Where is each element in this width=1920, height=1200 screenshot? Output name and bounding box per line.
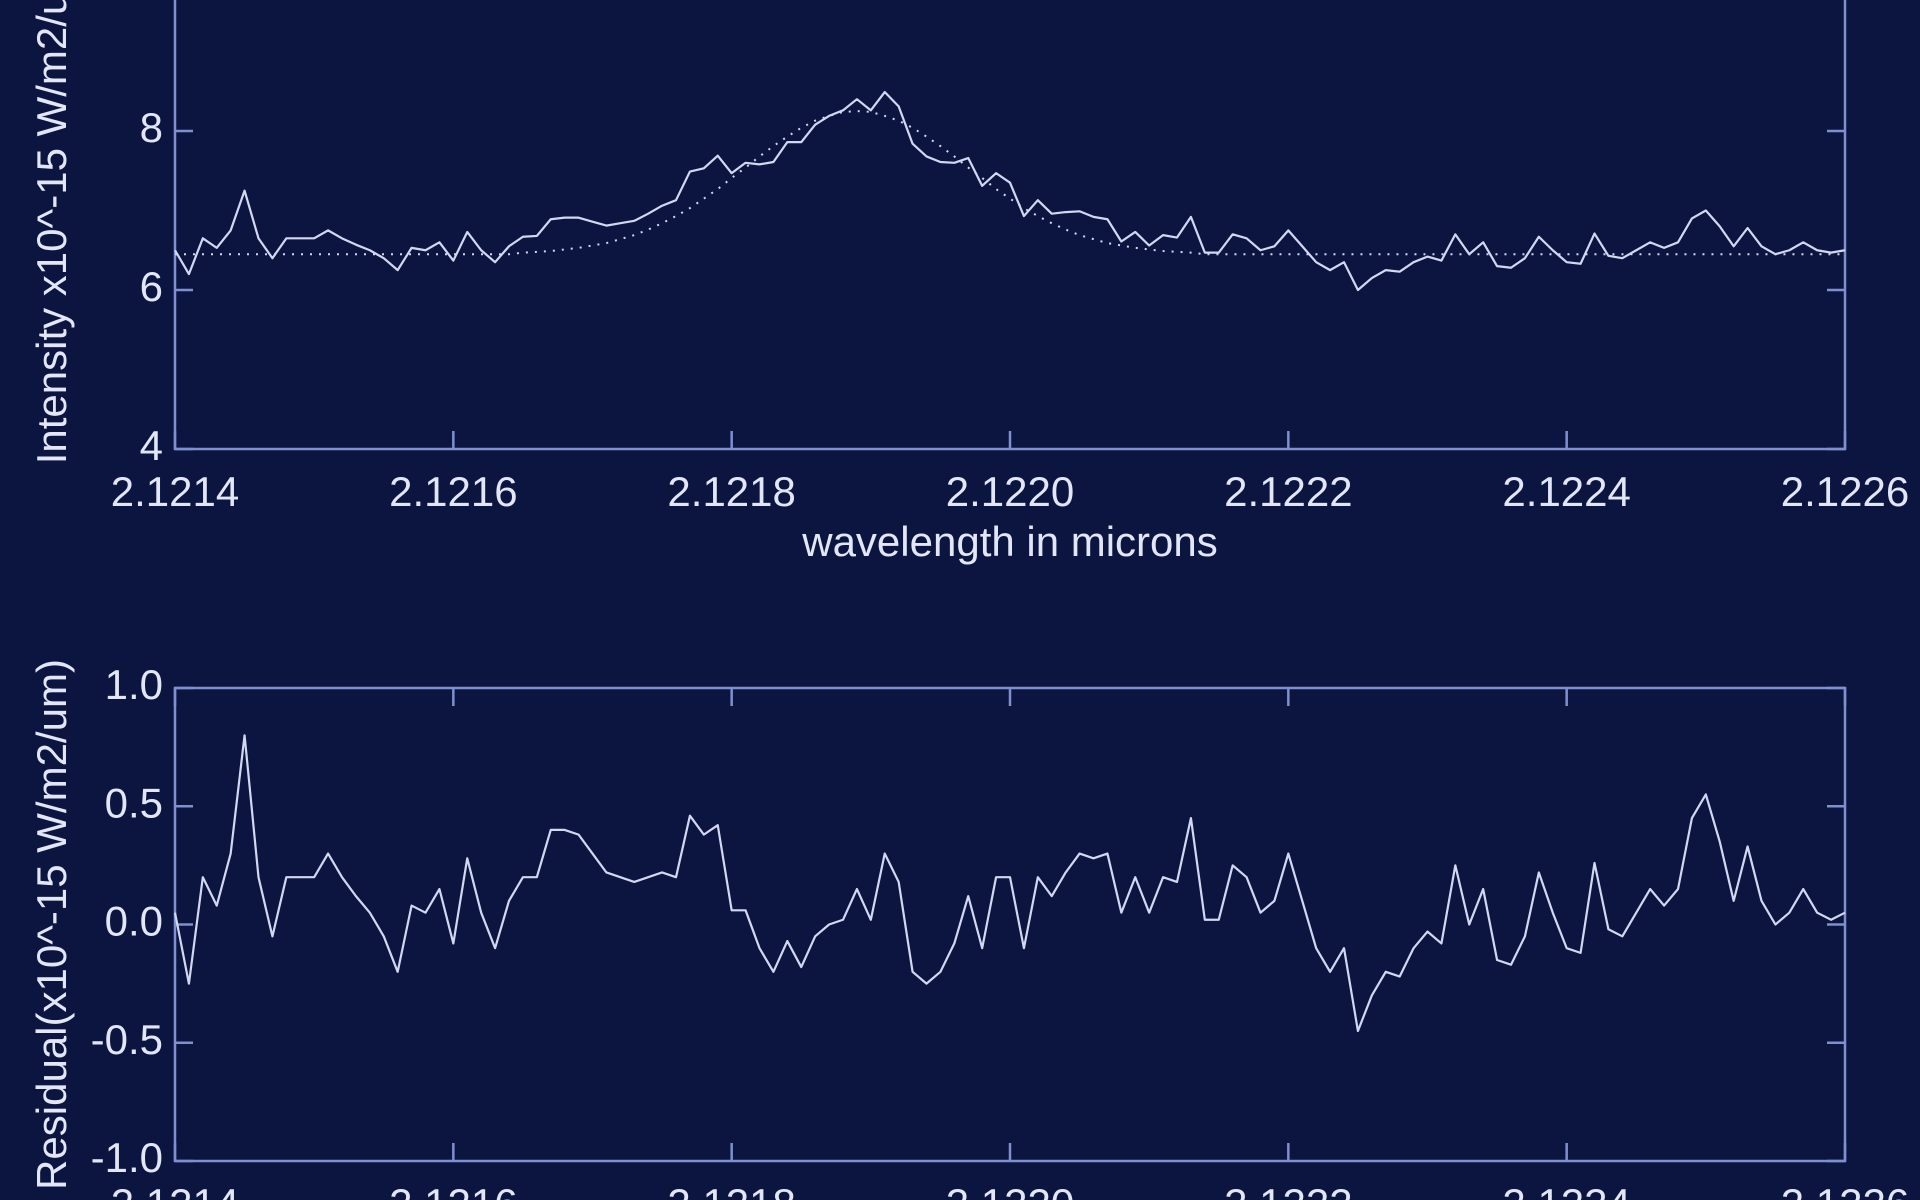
x-tick-label: 2.1214 xyxy=(111,1180,239,1200)
y-tick-label: -1.0 xyxy=(91,1134,163,1181)
x-tick-label: 2.1220 xyxy=(946,1180,1074,1200)
y-tick-label: 4 xyxy=(140,422,163,469)
y-axis-label: Intensity x10^-15 W/m2/um xyxy=(28,0,75,464)
y-tick-label: 6 xyxy=(140,263,163,310)
x-tick-label: 2.1224 xyxy=(1502,468,1630,515)
x-tick-label: 2.1226 xyxy=(1781,1180,1909,1200)
y-tick-label: -0.5 xyxy=(91,1016,163,1063)
data-line xyxy=(174,90,1846,292)
x-tick-label: 2.1226 xyxy=(1781,468,1909,515)
x-tick-label: 2.1222 xyxy=(1224,468,1352,515)
x-tick-label: 2.1216 xyxy=(389,468,517,515)
x-tick-label: 2.1224 xyxy=(1502,1180,1630,1200)
y-tick-label: 8 xyxy=(140,104,163,151)
y-axis-label: Residual(x10^-15 W/m2/um) xyxy=(28,659,75,1190)
x-tick-label: 2.1222 xyxy=(1224,1180,1352,1200)
x-tick-label: 2.1218 xyxy=(667,468,795,515)
data-line xyxy=(173,734,1846,1033)
x-tick-label: 2.1218 xyxy=(667,1180,795,1200)
x-tick-label: 2.1216 xyxy=(389,1180,517,1200)
y-tick-label: 0.5 xyxy=(105,779,163,826)
x-axis-label: wavelength in microns xyxy=(801,518,1218,565)
y-tick-label: 1.0 xyxy=(105,661,163,708)
x-tick-label: 2.1214 xyxy=(111,468,239,515)
x-tick-label: 2.1220 xyxy=(946,468,1074,515)
y-tick-label: 0.0 xyxy=(105,898,163,945)
